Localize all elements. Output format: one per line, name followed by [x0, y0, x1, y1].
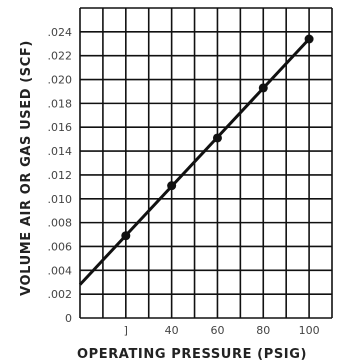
y-tick-labels: 0 .002 .004 .006 .008 .010 .012 .014 .016 .018 .02… [48, 26, 73, 325]
y-tick-label: .016 [48, 121, 73, 134]
y-tick-label: .020 [48, 74, 73, 87]
y-tick-label: .014 [48, 145, 73, 158]
fit-line [78, 37, 311, 286]
y-tick-label: .018 [48, 97, 73, 110]
x-tick-label: 80 [256, 324, 270, 337]
x-axis-title: OPERATING PRESSURE (PSIG) [77, 347, 307, 362]
data-point [212, 133, 222, 143]
x-tick-label: ] [124, 324, 128, 337]
x-tick-label: 60 [210, 324, 224, 337]
y-tick-label: .024 [48, 26, 73, 39]
x-tick-labels: ] 40 60 80 100 [124, 324, 320, 337]
x-tick-label: 100 [299, 324, 320, 337]
y-axis-title: VOLUME AIR OR GAS USED (SCF) [19, 40, 34, 296]
y-tick-label: .008 [48, 217, 73, 230]
data-point [121, 231, 131, 241]
y-tick-label: 0 [65, 312, 72, 325]
y-tick-label: .022 [48, 50, 73, 63]
data-point [258, 83, 268, 93]
y-tick-label: .002 [48, 288, 73, 301]
y-tick-label: .012 [48, 169, 73, 182]
y-tick-label: .004 [48, 264, 73, 277]
data-point [167, 181, 177, 191]
x-tick-label: 40 [165, 324, 179, 337]
y-tick-label: .006 [48, 240, 73, 253]
fit-line-layer [78, 37, 311, 286]
y-tick-label: .010 [48, 193, 73, 206]
data-points [121, 34, 314, 241]
grid [79, 7, 333, 319]
data-point [304, 34, 314, 44]
